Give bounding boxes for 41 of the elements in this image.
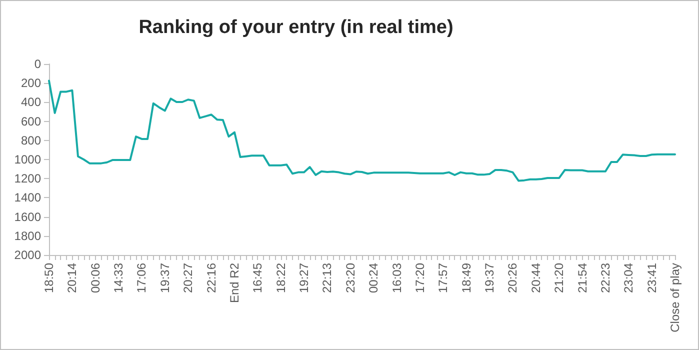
x-tick-label: 18:49 [459,262,474,294]
x-tick-label: 19:27 [297,262,312,294]
x-tick-label: 20:44 [528,262,543,294]
x-tick-label: 23:20 [343,262,358,294]
y-tick-label: 1000 [14,152,42,166]
y-tick-label: 1600 [14,210,42,224]
x-tick-label: 17:06 [134,262,149,294]
line-series [48,80,676,182]
x-tick-label: 18:50 [42,262,56,294]
y-tick-label: 1800 [14,228,42,243]
x-tick-label: Close of play [668,263,682,332]
x-tick-label: 19:37 [158,262,172,294]
x-tick-label: 20:27 [181,262,196,294]
x-tick-label: 00:24 [366,262,381,294]
x-tick-label: End R2 [227,262,242,304]
y-tick-label: 200 [20,76,42,90]
y-tick-label: 1200 [14,172,42,186]
y-tick-label: 400 [20,95,42,110]
y-tick-label: 800 [20,133,42,148]
y-tick-label: 0 [34,57,42,71]
x-tick-label: 14:33 [112,262,126,294]
x-tick-label: 19:37 [482,262,497,294]
x-tick-label: 21:20 [552,262,566,294]
x-tick-label: 20:14 [65,262,80,294]
x-tick-label: 17:20 [412,262,427,294]
x-tick-label: 17:57 [436,262,450,294]
y-tick-label: 600 [20,114,42,128]
x-tick-label: 22:13 [320,262,334,294]
x-tick-label: 22:23 [598,262,612,294]
y-tick-label: 2000 [14,248,42,262]
x-tick-label: 20:26 [506,262,520,294]
x-tick-label: 23:04 [622,262,636,294]
x-tick-label: 23:41 [644,262,659,294]
x-tick-label: 16:45 [250,262,265,294]
y-tick-label: 1400 [14,190,42,205]
x-tick-label: 22:16 [204,262,218,294]
x-tick-label: 18:22 [274,262,288,294]
x-tick-label: 00:06 [88,262,102,294]
x-tick-label: 16:03 [390,262,404,294]
chart-title: Ranking of your entry (in real time) [138,17,454,38]
x-tick-label: 21:54 [575,262,590,294]
